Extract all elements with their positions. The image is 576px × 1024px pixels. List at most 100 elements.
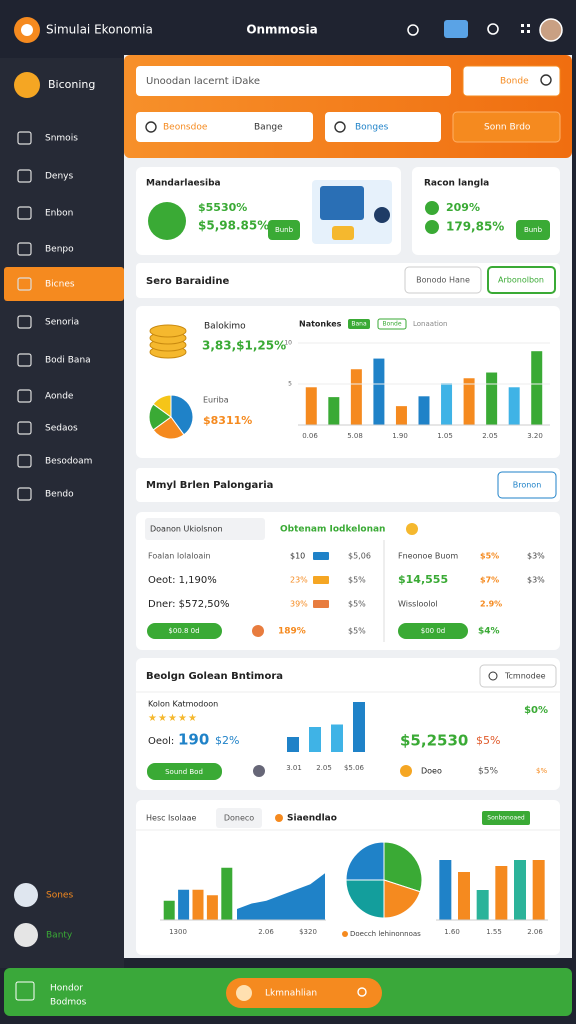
dropdown[interactable] (145, 518, 265, 540)
label: 209% (446, 201, 480, 214)
label: Doecch lehinonnoas (350, 930, 421, 938)
label: Bodmos (50, 998, 87, 1008)
action-button[interactable] (452, 111, 561, 143)
menu-icon (17, 487, 32, 501)
search-button[interactable] (462, 65, 561, 97)
label: $4% (478, 627, 500, 637)
label[interactable]: $00 0d (421, 627, 445, 635)
label: 3,83,$1,25% (202, 339, 286, 353)
row-button[interactable] (147, 623, 222, 639)
section-button[interactable] (487, 266, 556, 294)
section-button[interactable] (479, 664, 557, 688)
menu-item[interactable]: Denys (45, 172, 73, 182)
menu-item[interactable]: Bicnes (45, 280, 75, 290)
label: Racon langla (424, 179, 489, 189)
menu-item[interactable]: Besodoam (45, 457, 92, 467)
menu-item[interactable]: Bendo (45, 490, 74, 500)
pie-slice (383, 841, 423, 893)
search-input[interactable] (136, 66, 451, 96)
row-button[interactable] (398, 623, 468, 639)
menu-item[interactable]: Bodi Bana (45, 356, 91, 366)
label[interactable]: Lkmnahlian (265, 989, 317, 999)
section-button[interactable] (497, 471, 557, 499)
label: $10 (290, 552, 305, 561)
label: Bonges (355, 123, 389, 133)
bar (221, 867, 233, 920)
label: Unoodan lacernt iDake (146, 76, 260, 87)
bar (439, 860, 452, 920)
search-icon (487, 23, 499, 35)
label[interactable]: Bonodo Hane (416, 276, 470, 285)
x-tick-label: 1.05 (437, 432, 453, 440)
menu-icon (17, 131, 32, 145)
x-tick-label: 0.06 (302, 432, 318, 440)
row-icon (253, 765, 265, 777)
label: $5.06 (344, 764, 365, 772)
pie-slice (345, 841, 385, 881)
label: Beonsdoe (163, 123, 208, 133)
menu-item[interactable]: Senoria (45, 318, 79, 328)
select[interactable] (325, 112, 441, 142)
search-badge (236, 985, 252, 1001)
row-button[interactable] (147, 763, 222, 780)
label: Bonde (500, 77, 529, 87)
menu-item[interactable]: Aonde (45, 392, 74, 402)
label: 2.05 (316, 764, 332, 772)
tag (348, 319, 370, 329)
label[interactable]: Bunb (524, 226, 543, 234)
label: $5,2530 (400, 732, 468, 750)
label: Kolon Katmodoon (148, 700, 218, 709)
section-button[interactable] (404, 266, 482, 294)
area (237, 873, 325, 920)
card (136, 512, 560, 650)
section-bar (136, 468, 560, 502)
legend-dot (342, 931, 348, 937)
footer-item[interactable]: Banty (46, 931, 73, 941)
bar (531, 351, 543, 425)
label: Bana (351, 321, 367, 328)
menu-icon (17, 315, 32, 329)
card-button[interactable] (268, 220, 300, 240)
label[interactable]: Sound Bod (165, 768, 203, 776)
label[interactable]: Bronon (513, 481, 542, 490)
label: 179,85% (446, 220, 504, 234)
label: 1.55 (486, 928, 502, 936)
label: Natonkes (299, 320, 342, 329)
label: $2% (215, 734, 239, 747)
label: Mmyl Brlen Palongaria (146, 480, 273, 491)
label[interactable]: Bunb (275, 226, 294, 234)
menu-item[interactable]: Benpo (45, 245, 74, 255)
label[interactable]: Hesc Isolaae (146, 814, 196, 823)
label: Euriba (203, 396, 229, 405)
tag (482, 811, 530, 825)
menu-icon (17, 353, 32, 367)
label: $3% (527, 552, 545, 561)
money-icon (148, 202, 186, 240)
label[interactable]: Doneco (224, 814, 254, 823)
label: Balokimo (204, 322, 246, 332)
menu-item[interactable]: Snmois (45, 134, 78, 144)
card-button[interactable] (516, 220, 550, 240)
label: Hondor (50, 984, 83, 994)
date-filter[interactable] (136, 112, 313, 142)
row-icon (400, 765, 412, 777)
bottom-icon (15, 981, 35, 1001)
tab[interactable] (216, 808, 262, 828)
bottom-search[interactable] (226, 978, 382, 1008)
label[interactable]: Arbonolbon (498, 276, 544, 285)
label[interactable]: Doanon Ukiolsnon (150, 525, 223, 534)
pie-slice (383, 879, 421, 919)
grid-icon (527, 24, 530, 27)
footer-item[interactable]: Sones (46, 891, 73, 901)
x-tick-label: 1.90 (392, 432, 408, 440)
active-item-bg (4, 267, 124, 301)
label[interactable]: $00.8 0d (168, 627, 199, 635)
bar (463, 378, 475, 425)
menu-item[interactable]: Enbon (45, 209, 73, 219)
x-tick-label: 5.08 (347, 432, 363, 440)
row-icon (252, 625, 264, 637)
label: Siaendlao (287, 814, 337, 824)
menu-item[interactable]: Sedaos (45, 424, 78, 434)
label[interactable]: Tcmnodee (504, 672, 546, 681)
